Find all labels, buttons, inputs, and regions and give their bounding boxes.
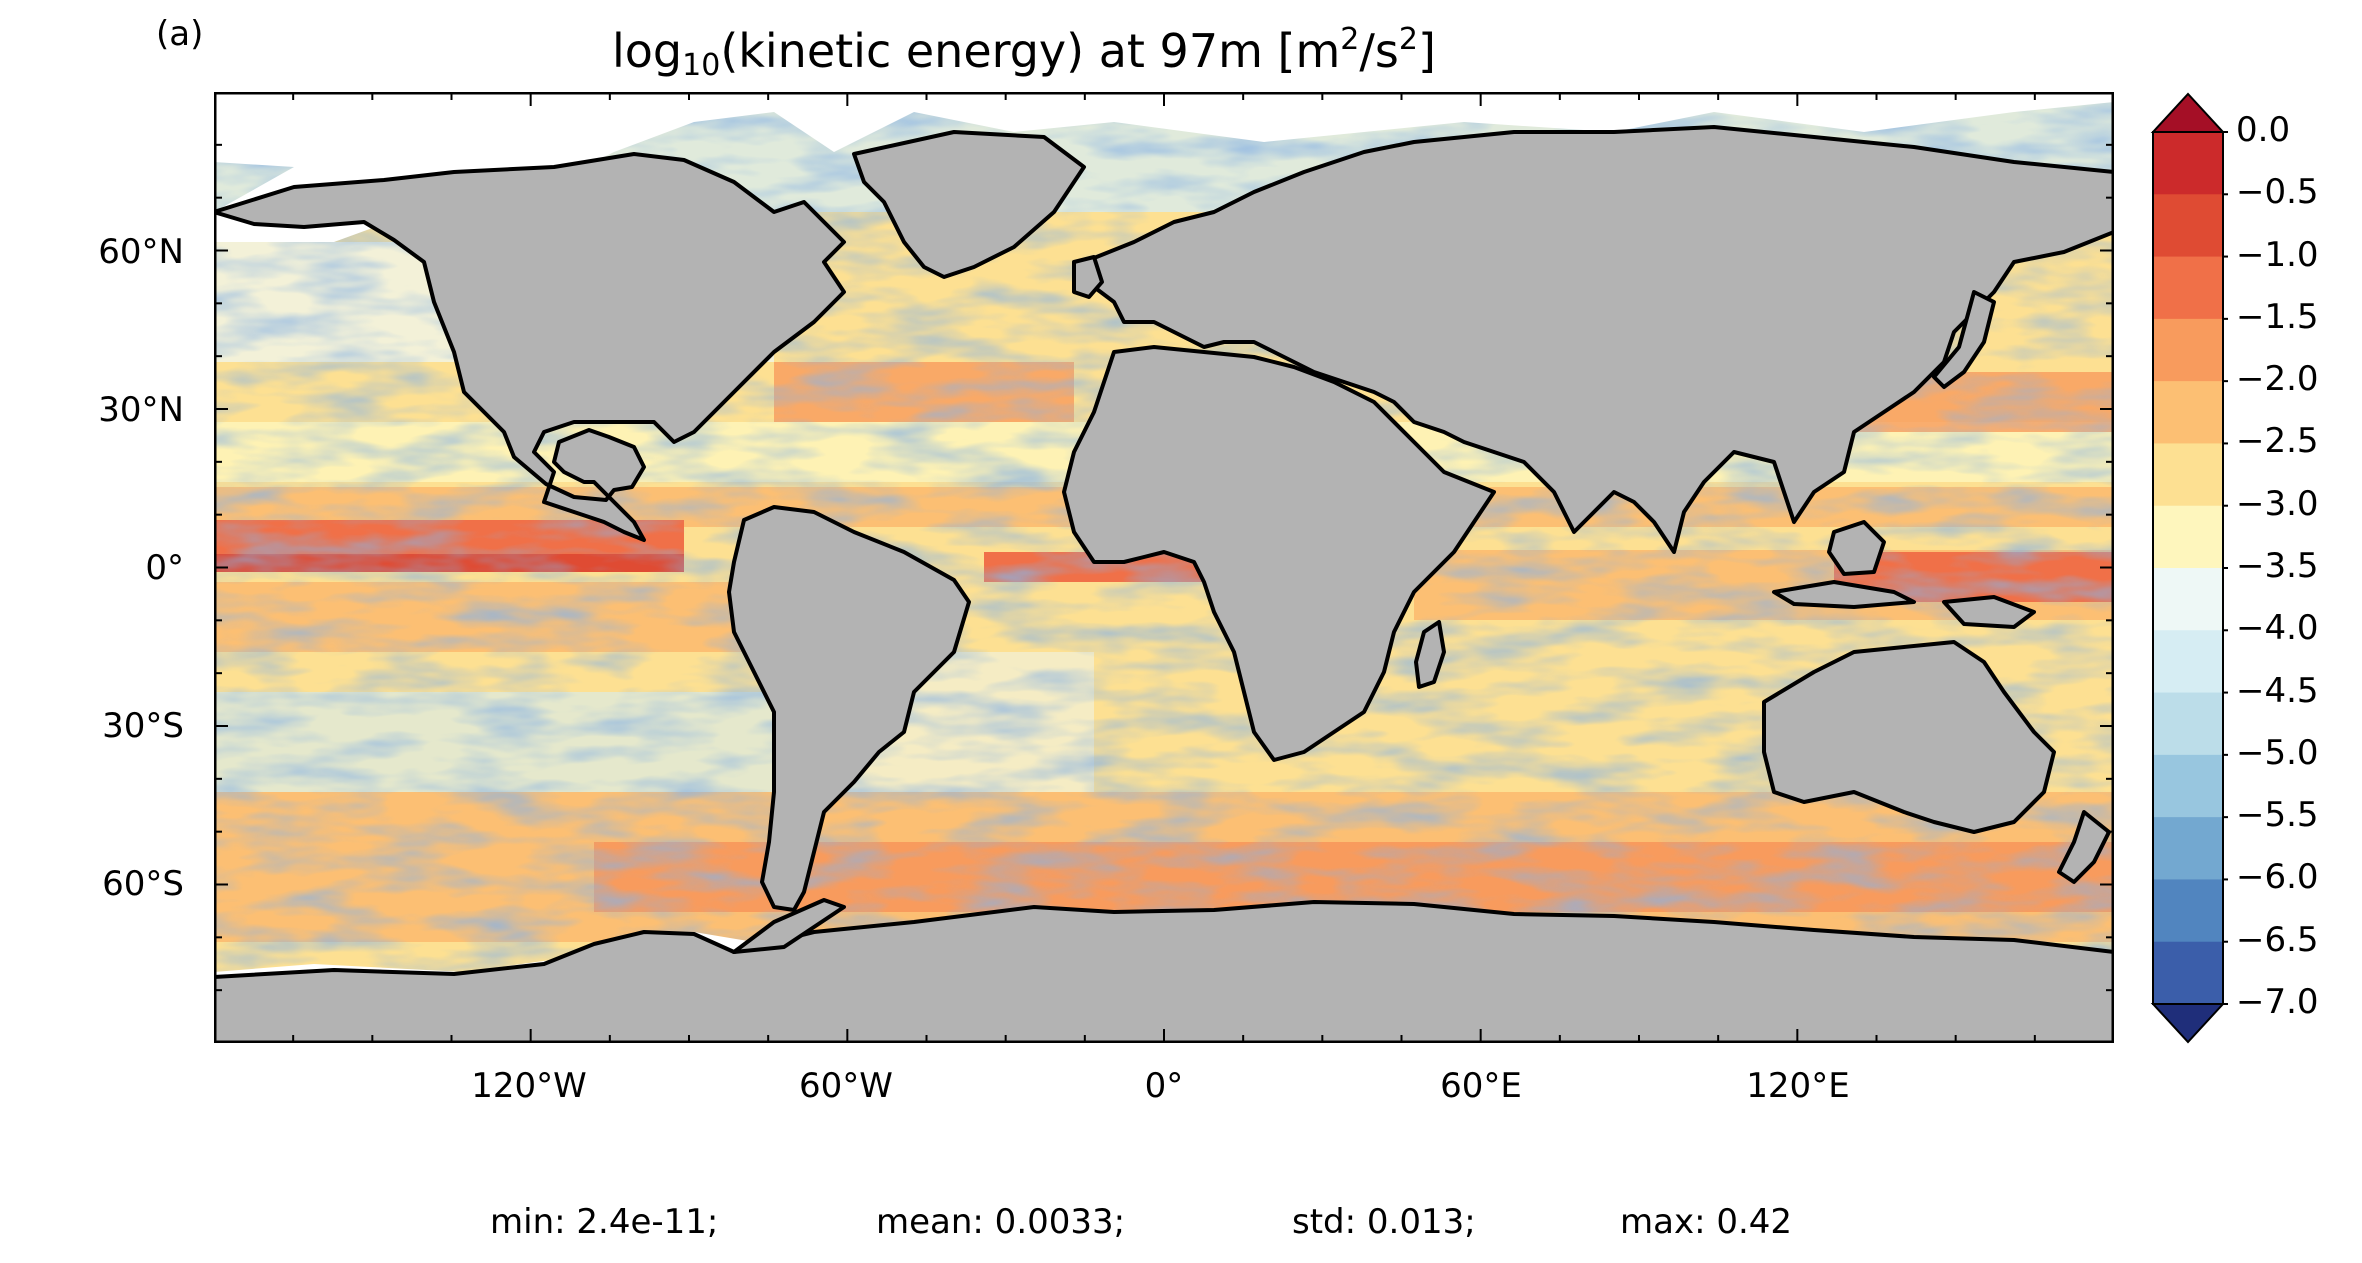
y-tick-label-60n: 60°N — [98, 232, 184, 272]
panel-label: (a) — [156, 14, 204, 54]
colorbar-extend-bottom — [2150, 1003, 2226, 1044]
stat-mean: mean: 0.0033; — [876, 1202, 1126, 1242]
colorbar-tick-label: −6.0 — [2236, 857, 2319, 898]
colorbar-tick-label: −2.5 — [2236, 421, 2319, 462]
antarctica — [214, 900, 2114, 1043]
north-america — [214, 152, 846, 542]
eurasia — [1082, 125, 2114, 554]
japan — [1932, 290, 1996, 389]
colorbar-graphic — [2150, 92, 2231, 1044]
south-america — [727, 505, 971, 912]
y-tick-label-60s: 60°S — [102, 864, 184, 904]
colorbar-tick-label: −0.5 — [2236, 172, 2319, 213]
madagascar — [1414, 620, 1446, 689]
y-tick-label-30s: 30°S — [102, 706, 184, 746]
y-tick-label-equator: 0° — [145, 548, 184, 588]
colorbar-segment — [2153, 630, 2223, 694]
australia — [1762, 640, 2056, 834]
colorbar-segment — [2153, 568, 2223, 631]
greenland — [852, 130, 1086, 279]
colorbar-segment — [2153, 381, 2223, 444]
title-sub: 10 — [682, 48, 721, 83]
title-slash: /s — [1359, 24, 1399, 78]
colorbar-segment — [2153, 443, 2223, 507]
title-prefix: log — [612, 24, 683, 78]
stat-std: std: 0.013; — [1292, 1202, 1476, 1242]
colorbar — [2148, 92, 2231, 1048]
colorbar-segment — [2153, 879, 2223, 943]
colorbar-segment — [2153, 754, 2223, 818]
stat-max: max: 0.42 — [1620, 1202, 1793, 1242]
colorbar-tick-label: −3.0 — [2236, 483, 2319, 524]
colorbar-tick-label: −1.5 — [2236, 296, 2319, 337]
x-tick-label-120e: 120°E — [1746, 1066, 1850, 1106]
x-tick-label-0: 0° — [1144, 1066, 1184, 1106]
colorbar-segment — [2153, 132, 2223, 195]
colorbar-tick-label: −4.5 — [2236, 670, 2319, 711]
map-panel — [214, 92, 2114, 1043]
colorbar-tick-label: −3.5 — [2236, 546, 2319, 586]
title-middle: (kinetic energy) at 97m [m — [720, 24, 1341, 78]
colorbar-tick-label: −6.5 — [2236, 919, 2319, 960]
x-tick-label-60w: 60°W — [799, 1066, 893, 1106]
colorbar-tick-label: −1.0 — [2236, 234, 2319, 275]
map-ticks — [214, 92, 2114, 1043]
colorbar-segment — [2153, 941, 2223, 1005]
x-tick-label-120w: 120°W — [471, 1066, 587, 1106]
colorbar-segment — [2153, 692, 2223, 756]
colorbar-segment — [2153, 505, 2223, 569]
borneo — [1827, 520, 1886, 576]
new-guinea — [1942, 595, 2036, 629]
title-sup1: 2 — [1340, 22, 1360, 57]
title-sup2: 2 — [1398, 22, 1418, 57]
sea-ice-north — [214, 92, 2114, 242]
world-map — [214, 92, 2114, 1043]
figure-title: log10(kinetic energy) at 97m [m2/s2] — [612, 22, 1436, 83]
colorbar-tick-label: −7.0 — [2236, 982, 2319, 1022]
colorbar-segment — [2153, 256, 2223, 320]
indonesia — [1772, 580, 1916, 609]
colorbar-segment — [2153, 318, 2223, 382]
x-tick-label-60e: 60°E — [1440, 1066, 1522, 1106]
africa — [1062, 345, 1496, 762]
colorbar-tick-label: −5.0 — [2236, 732, 2319, 773]
colorbar-tick-label: −5.5 — [2236, 795, 2319, 836]
colorbar-extend-top — [2150, 92, 2226, 133]
title-suffix: ] — [1417, 24, 1436, 78]
colorbar-tick-label: −4.0 — [2236, 608, 2319, 649]
colorbar-tick-label: −2.0 — [2236, 359, 2319, 400]
colorbar-tick-label: 0.0 — [2236, 110, 2291, 150]
stat-min: min: 2.4e-11; — [490, 1202, 719, 1242]
antarctic-peninsula — [732, 898, 846, 954]
y-tick-label-30n: 30°N — [98, 390, 184, 430]
colorbar-segment — [2153, 194, 2223, 258]
land — [214, 125, 2114, 1043]
colorbar-segment — [2153, 817, 2223, 880]
british-isles — [1072, 255, 1104, 299]
